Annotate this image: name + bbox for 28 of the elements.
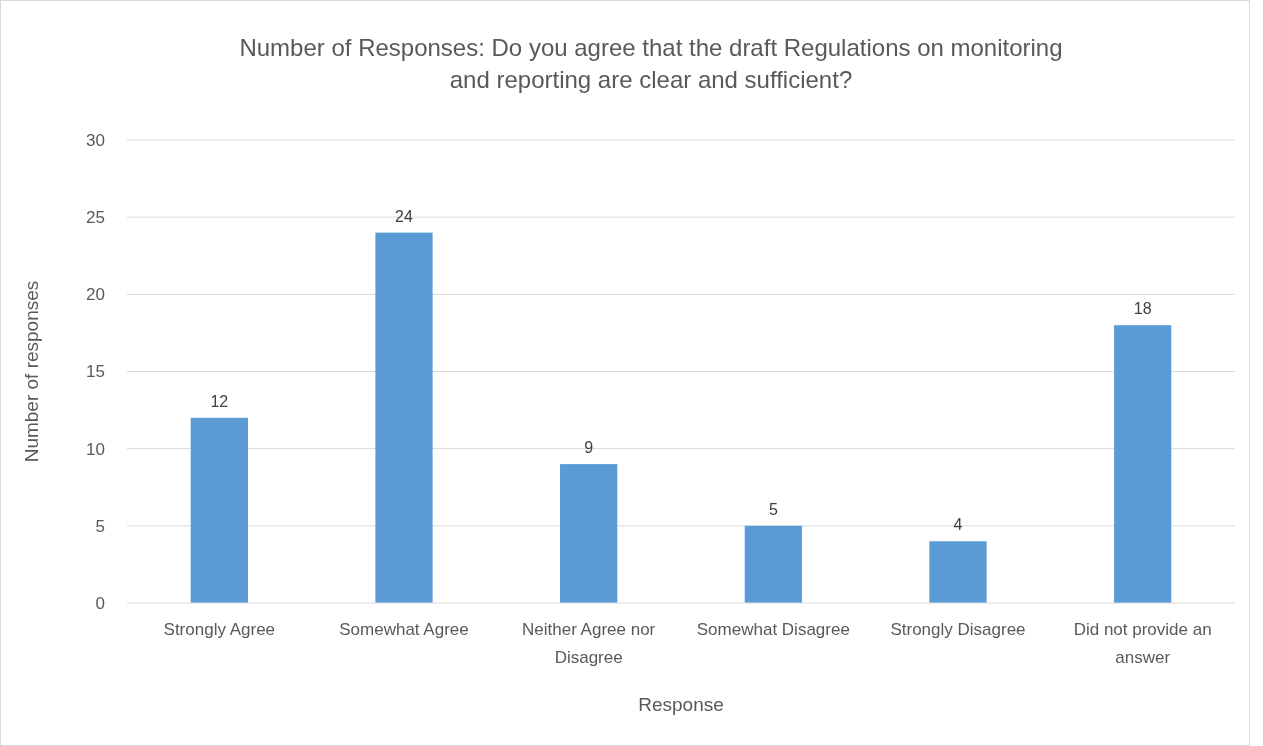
bar [1114,325,1172,603]
data-label: 24 [395,207,413,225]
x-tick-label: Somewhat Agree [339,620,469,639]
data-label: 9 [584,439,594,457]
x-tick-label: Neither Agree nor Disagree [522,620,656,667]
y-tick-label: 25 [86,208,105,228]
y-tick-label: 20 [86,285,105,305]
bar [929,541,987,603]
bar [190,417,248,603]
bar [560,464,618,603]
data-label: 4 [953,516,963,534]
y-tick-label: 30 [86,130,105,150]
chart-title: Number of Responses: Do you agree that the draft Regulations on monitoring and reporting are clear and sufficient? [239,34,1063,93]
x-tick-label: Did not provide an answer [1073,620,1212,667]
data-label: 12 [210,392,229,410]
data-label: 5 [768,500,778,518]
data-label: 18 [1133,300,1152,318]
y-tick-label: 10 [86,439,105,459]
bar [375,232,433,603]
bar [744,525,802,603]
x-tick-label: Strongly Disagree [890,620,1026,639]
y-axis-title: Number of responses [21,280,42,463]
x-tick-label: Strongly Agree [163,620,276,639]
y-tick-label: 0 [95,593,105,613]
y-tick-label: 15 [86,362,105,382]
x-axis-title: Response [638,694,724,715]
x-tick-label: Somewhat Disagree [696,620,850,639]
y-tick-label: 5 [95,516,105,536]
